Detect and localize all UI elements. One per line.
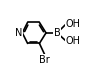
Text: B: B [54, 28, 61, 38]
Text: N: N [15, 28, 22, 38]
Text: OH: OH [66, 19, 81, 29]
Text: OH: OH [66, 36, 81, 46]
Text: Br: Br [39, 55, 50, 65]
